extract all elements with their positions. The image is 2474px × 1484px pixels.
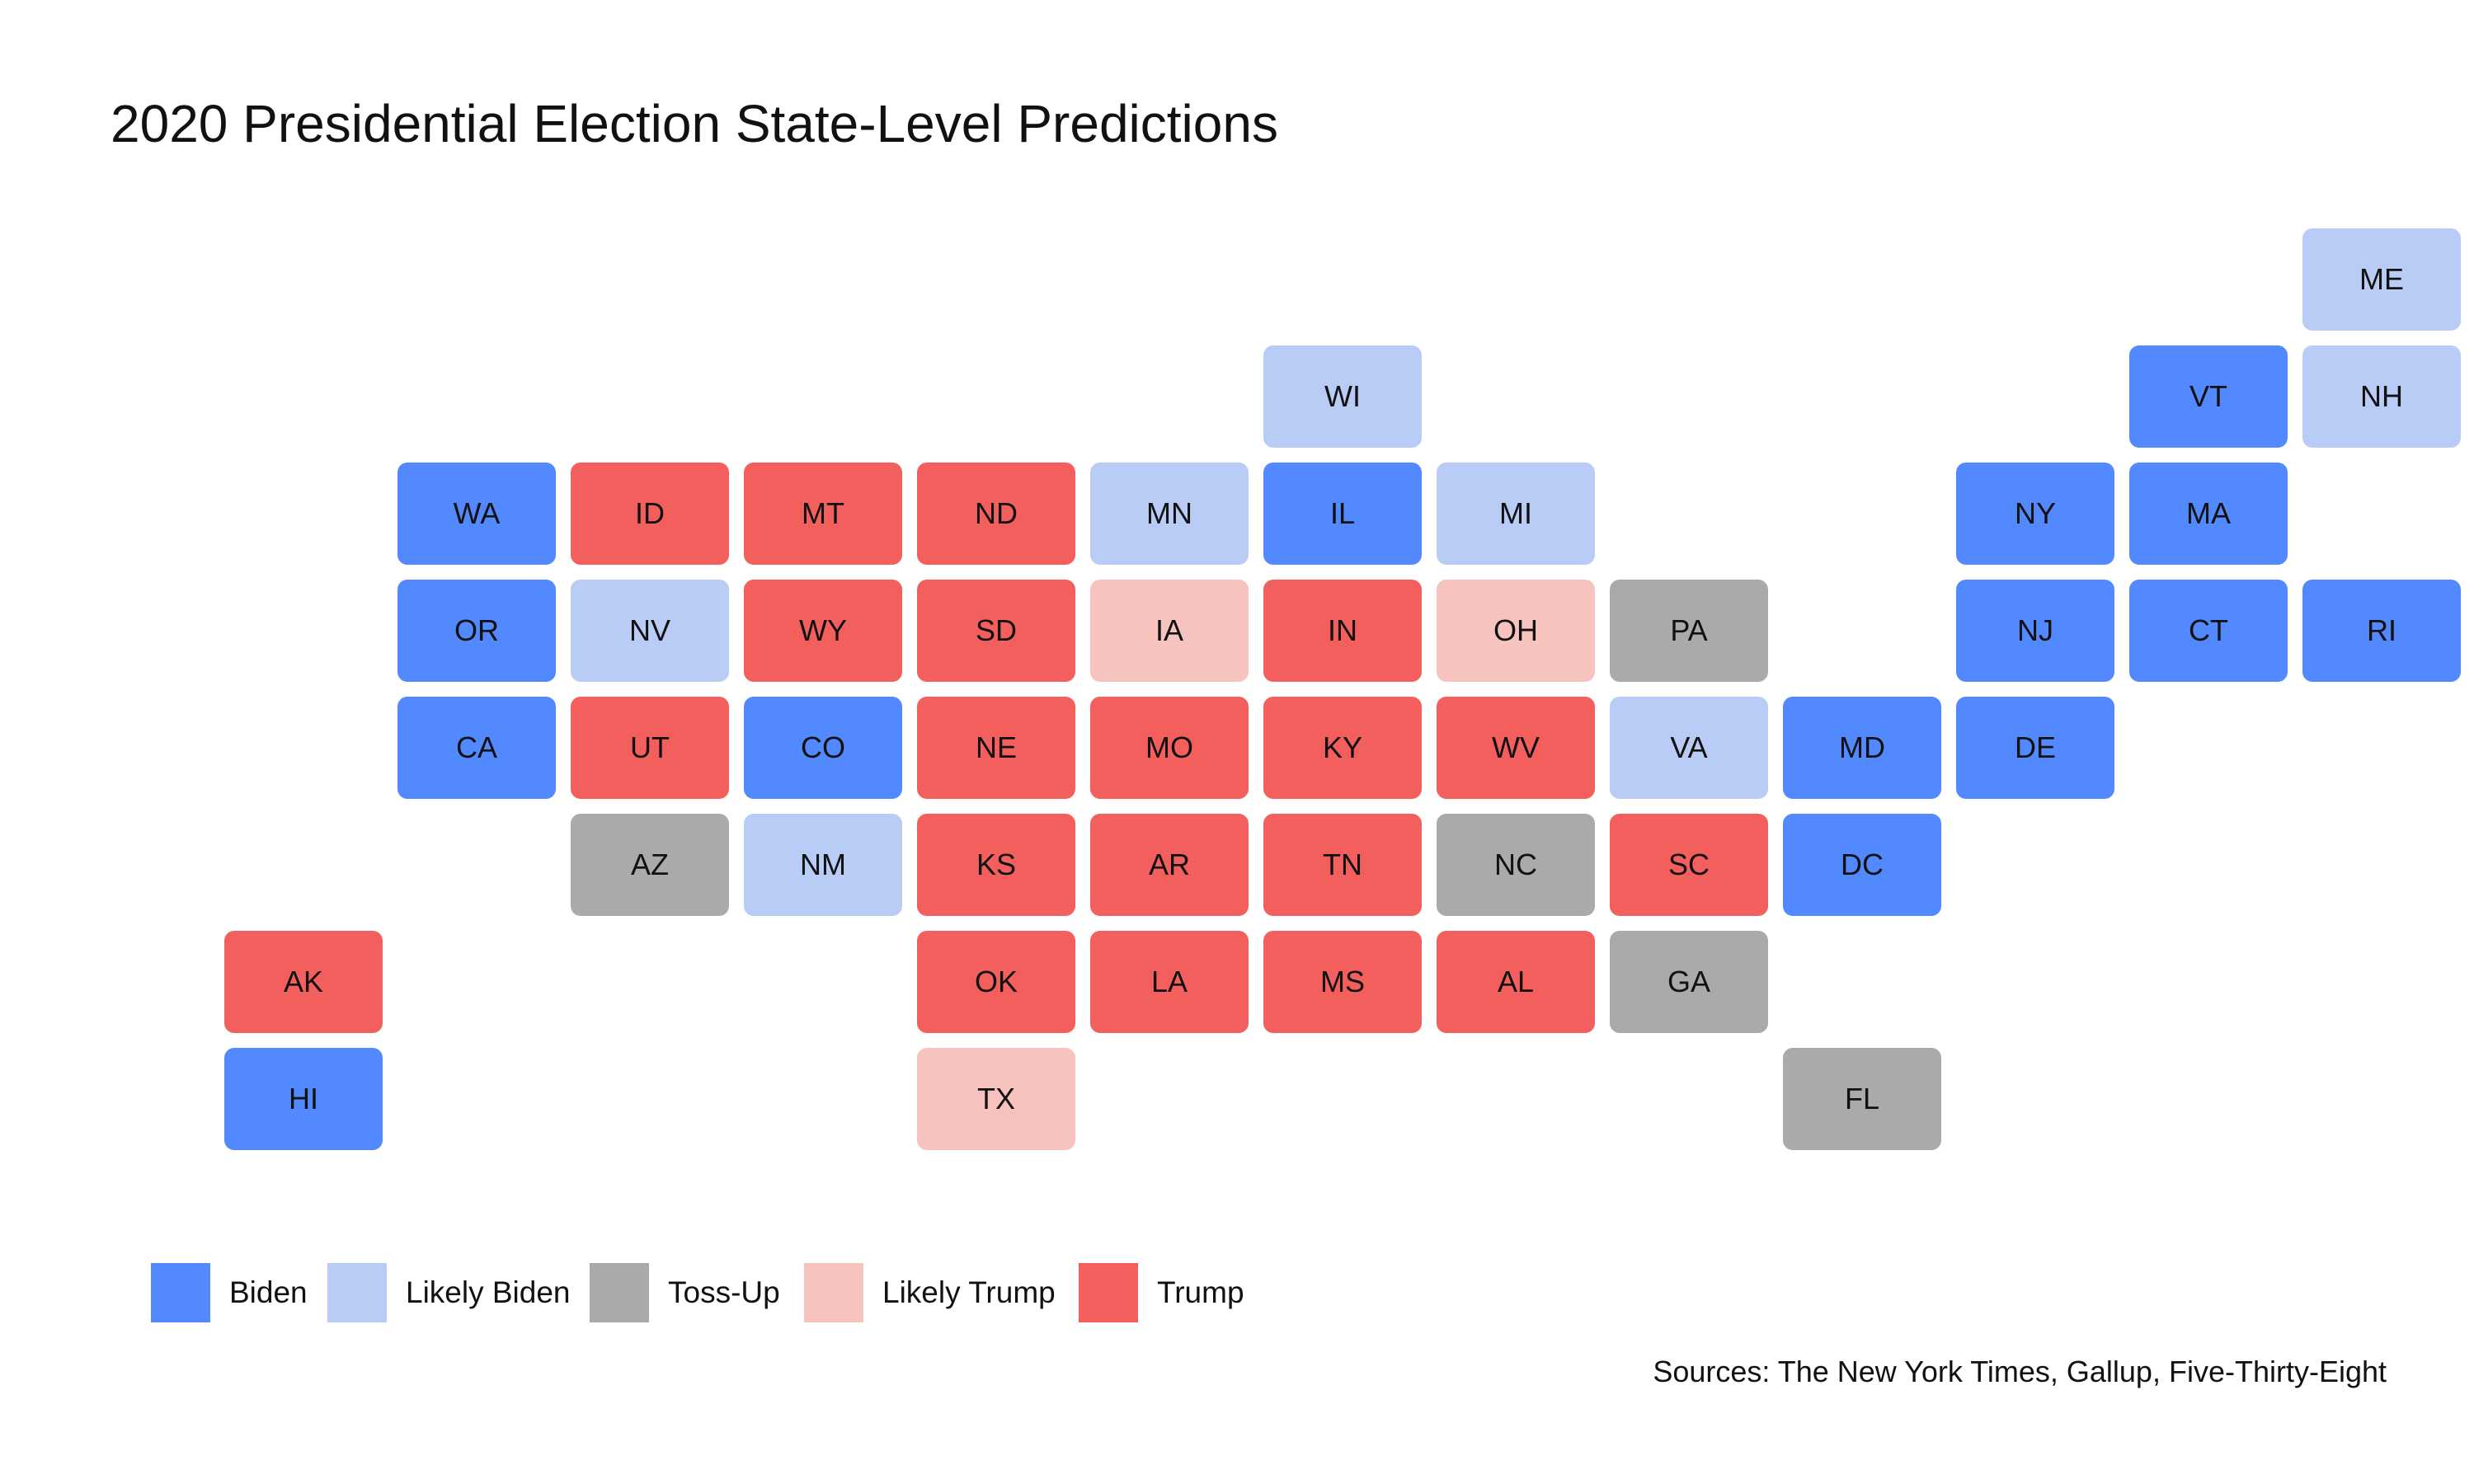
state-tile-va: VA	[1610, 697, 1768, 799]
legend-swatch	[151, 1263, 210, 1322]
state-tile-co: CO	[744, 697, 902, 799]
state-tile-ok: OK	[917, 931, 1075, 1033]
state-tile-fl: FL	[1783, 1048, 1941, 1150]
state-tile-hi: HI	[224, 1048, 383, 1150]
state-tile-tn: TN	[1263, 814, 1422, 916]
state-tile-md: MD	[1783, 697, 1941, 799]
state-tile-ky: KY	[1263, 697, 1422, 799]
state-tile-ia: IA	[1090, 580, 1249, 682]
state-tile-ks: KS	[917, 814, 1075, 916]
state-tile-ma: MA	[2129, 463, 2288, 565]
state-tile-pa: PA	[1610, 580, 1768, 682]
legend-label: Biden	[229, 1275, 308, 1309]
map-title: 2020 Presidential Election State-Level P…	[111, 94, 1278, 153]
state-tile-mi: MI	[1437, 463, 1595, 565]
state-tile-nv: NV	[571, 580, 729, 682]
state-tile-de: DE	[1956, 697, 2114, 799]
state-tile-vt: VT	[2129, 345, 2288, 448]
legend-label: Trump	[1157, 1275, 1244, 1309]
state-tile-nj: NJ	[1956, 580, 2114, 682]
state-tile-nc: NC	[1437, 814, 1595, 916]
state-tile-dc: DC	[1783, 814, 1941, 916]
state-tile-ny: NY	[1956, 463, 2114, 565]
legend-swatch	[804, 1263, 863, 1322]
state-tile-ar: AR	[1090, 814, 1249, 916]
state-tile-ri: RI	[2302, 580, 2461, 682]
state-tile-me: ME	[2302, 228, 2461, 331]
state-tile-il: IL	[1263, 463, 1422, 565]
state-tile-wa: WA	[397, 463, 556, 565]
state-tile-ct: CT	[2129, 580, 2288, 682]
source-note: Sources: The New York Times, Gallup, Fiv…	[1653, 1355, 2387, 1388]
state-tile-sd: SD	[917, 580, 1075, 682]
state-tile-nh: NH	[2302, 345, 2461, 448]
state-tile-or: OR	[397, 580, 556, 682]
state-tile-oh: OH	[1437, 580, 1595, 682]
state-tile-ut: UT	[571, 697, 729, 799]
state-tile-id: ID	[571, 463, 729, 565]
state-tile-ak: AK	[224, 931, 383, 1033]
state-tile-sc: SC	[1610, 814, 1768, 916]
legend-swatch	[327, 1263, 387, 1322]
state-tile-wi: WI	[1263, 345, 1422, 448]
legend-label: Likely Biden	[406, 1275, 571, 1309]
state-tile-wy: WY	[744, 580, 902, 682]
state-tile-ga: GA	[1610, 931, 1768, 1033]
state-tile-wv: WV	[1437, 697, 1595, 799]
state-tile-nd: ND	[917, 463, 1075, 565]
state-tile-mt: MT	[744, 463, 902, 565]
state-tile-ca: CA	[397, 697, 556, 799]
state-tile-nm: NM	[744, 814, 902, 916]
state-tile-in: IN	[1263, 580, 1422, 682]
state-tile-az: AZ	[571, 814, 729, 916]
legend-swatch	[1079, 1263, 1138, 1322]
state-tile-ms: MS	[1263, 931, 1422, 1033]
state-tile-la: LA	[1090, 931, 1249, 1033]
legend-label: Likely Trump	[882, 1275, 1056, 1309]
legend-swatch	[590, 1263, 649, 1322]
state-tile-mn: MN	[1090, 463, 1249, 565]
legend-label: Toss-Up	[668, 1275, 780, 1309]
state-tile-tx: TX	[917, 1048, 1075, 1150]
state-tile-ne: NE	[917, 697, 1075, 799]
state-tile-al: AL	[1437, 931, 1595, 1033]
state-tile-mo: MO	[1090, 697, 1249, 799]
